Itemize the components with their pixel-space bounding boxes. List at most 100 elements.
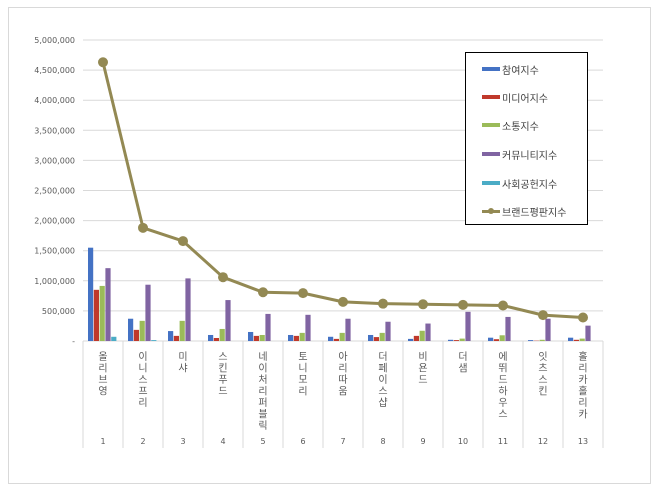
bar [448,339,454,341]
legend-item: 참여지수 [482,62,539,77]
bar [539,339,545,341]
bar [545,318,551,341]
x-tick-label: 2 [140,437,145,446]
bar [453,340,459,341]
x-tick-label: 6 [300,437,305,446]
category-name-char: 샘 [458,363,467,375]
category-name-char: 올 [98,351,107,363]
bar [128,318,134,341]
bar [425,323,431,341]
legend-line-marker-icon [482,207,500,214]
legend-label: 브랜드평판지수 [502,207,567,219]
category-name-char: 드 [218,387,227,398]
line-marker [378,298,388,309]
y-tick-label: 2,500,000 [34,187,75,196]
category-name-char: 더 [378,351,387,363]
x-tick-label: 12 [538,437,548,446]
x-tick-label: 4 [220,437,225,446]
legend-label: 미디어지수 [502,93,548,105]
x-tick-label: 8 [380,437,385,446]
legend-item: 미디어지수 [482,90,548,105]
bar [219,328,225,341]
category-name-char: 따 [338,374,347,386]
category-name-char: 리 [98,363,107,375]
line-marker [258,287,268,298]
category-name-char: 릭 [258,420,267,432]
x-tick-label: 3 [180,437,185,446]
x-tick-label: 11 [498,437,508,446]
line-marker [138,222,148,233]
y-tick-label: 5,000,000 [34,36,75,45]
bar [333,338,339,341]
bar [248,331,254,341]
legend-label: 커뮤니티지수 [502,150,558,162]
legend-swatch-icon [482,181,500,185]
category-name-char: 카 [578,374,587,386]
category-name-char: 스 [378,386,387,398]
y-tick-label: 4,500,000 [34,66,75,75]
bar [288,334,294,341]
category-name-char: 카 [578,409,587,421]
bar [139,320,145,341]
category-name-char: 샤 [178,363,187,375]
line-marker [298,288,308,299]
bar [293,335,299,341]
category-name-char: 움 [338,386,347,398]
line-marker [178,236,188,247]
line-marker [418,299,428,310]
legend-swatch-icon [482,123,500,127]
bar [419,330,425,341]
y-tick-label: 1,500,000 [34,247,75,256]
category-name-char: 뛰 [498,363,507,375]
bar [179,320,185,341]
legend-label: 참여지수 [502,65,539,77]
bar [528,340,534,341]
bar [505,316,511,341]
category-name-char: 우 [498,397,507,409]
category-name-char: 스 [218,351,227,363]
bar [145,284,151,341]
bar [213,337,219,341]
category-name-char: 샵 [378,397,387,409]
category-name-char: 스 [498,409,507,421]
bar [151,340,157,341]
y-tick-label: - [72,337,75,346]
bar [385,321,391,341]
x-tick-label: 1 [100,437,105,446]
category-name-char: 아 [338,351,347,363]
line-marker [98,57,108,68]
bar [225,300,231,341]
y-tick-label: 3,500,000 [34,126,75,135]
bar [585,325,591,341]
bar [93,289,99,341]
y-tick-label: 500,000 [42,307,75,316]
category-name-char: 에 [498,351,507,363]
line-marker [458,299,468,310]
bar [339,332,345,341]
category-name-char: 리 [298,386,307,398]
bar [408,338,414,341]
category-name-char: 킨 [218,363,227,375]
category-name-char: 드 [498,375,507,386]
bar [259,334,265,341]
bar [499,335,505,341]
category-name-char: 잇 [538,351,547,363]
bar [488,337,494,341]
category-name-char: 하 [498,385,507,398]
x-tick-label: 10 [458,437,468,446]
category-name-char: 처 [258,374,267,386]
category-name-char: 이 [258,363,267,375]
x-tick-label: 5 [260,437,265,446]
category-name-char: 네 [258,351,267,363]
line-marker [578,312,588,323]
category-name-char: 모 [298,375,307,386]
bar [88,247,94,341]
line-marker [498,300,508,311]
y-tick-label: 3,000,000 [34,156,75,165]
x-tick-label: 9 [420,437,425,446]
category-name-char: 푸 [218,375,227,386]
bar [133,329,139,341]
x-tick-label: 13 [578,437,588,446]
bar [568,337,574,341]
